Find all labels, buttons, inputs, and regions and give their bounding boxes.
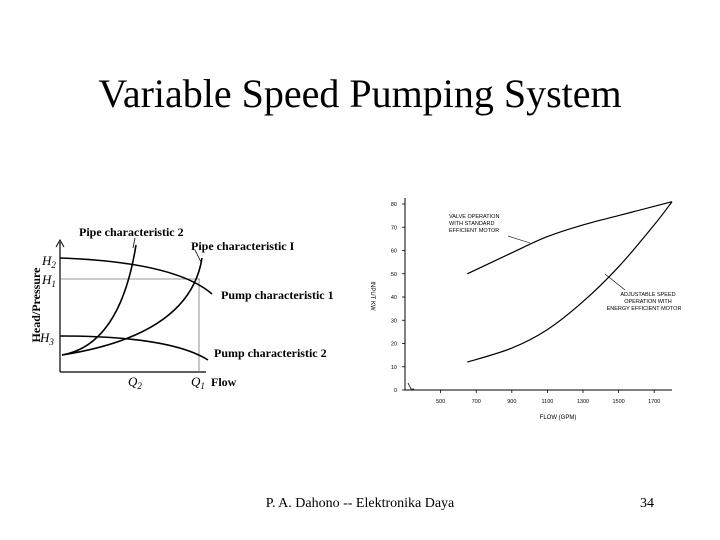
annotation-adjustable-pointer xyxy=(604,273,626,291)
pump-characteristic-1-curve xyxy=(59,257,213,295)
chart-x-tick-label: 500 xyxy=(436,399,445,405)
pointer-pipe2 xyxy=(132,237,136,249)
chart-x-tick-label: 1100 xyxy=(541,399,553,405)
annotation-adjustable-line-3: ENERGY EFFICIENT MOTOR xyxy=(607,306,682,312)
pipe-characteristic-2-curve xyxy=(61,244,137,356)
label-pump-characteristic-1: Pump characteristic 1 xyxy=(221,288,334,302)
chart-x-tick-label: 900 xyxy=(507,399,516,405)
annotation-valve-line-2: WITH STANDARD xyxy=(449,221,494,227)
pipe-characteristic-1-curve xyxy=(61,257,203,356)
chart-x-tick-label: 700 xyxy=(472,399,481,405)
tick-h1: H1 xyxy=(41,272,56,289)
footer-author: P. A. Dahono -- Elektronika Daya xyxy=(265,496,455,511)
pointer-pipe1 xyxy=(194,249,202,263)
chart-axis-break xyxy=(407,382,414,390)
chart-y-tick-label: 40 xyxy=(391,295,397,301)
chart-x-tick-label: 1700 xyxy=(648,399,660,405)
tick-q2: Q2 xyxy=(128,374,142,391)
annotation-valve-line-3: EFFICIENT MOTOR xyxy=(449,228,499,234)
chart-ylabel: INPUT KW xyxy=(369,281,375,311)
chart-y-tick-label: 0 xyxy=(394,388,397,394)
chart-x-tick-label: 1300 xyxy=(577,399,589,405)
label-pipe-characteristic-2: Pipe characteristic 2 xyxy=(79,225,184,239)
chart-y-tick-label: 70 xyxy=(391,225,397,231)
tick-q1: Q1 xyxy=(191,374,205,391)
chart-y-tick-label: 10 xyxy=(391,365,397,371)
tick-h3: H3 xyxy=(39,330,54,347)
pump-characteristic-2-curve xyxy=(59,335,209,361)
chart-y-tick-label: 30 xyxy=(391,318,397,324)
left-y-axis-arrow xyxy=(55,238,65,248)
left-y-axis-label: Head/Pressure xyxy=(29,267,43,343)
chart-y-tick-label: 50 xyxy=(391,272,397,278)
tick-h2: H2 xyxy=(41,253,56,270)
slide-title: Variable Speed Pumping System xyxy=(98,71,622,116)
label-pump-characteristic-2: Pump characteristic 2 xyxy=(214,346,327,360)
annotation-adjustable-line-2: OPERATION WITH xyxy=(624,299,672,305)
chart-x-tick-label: 1500 xyxy=(612,399,624,405)
series-valve-operation-line xyxy=(467,201,673,275)
chart-y-tick-label: 60 xyxy=(391,249,397,255)
page-number: 34 xyxy=(640,496,654,511)
annotation-adjustable-line-1: ADJUSTABLE SPEED xyxy=(620,292,675,298)
chart-y-tick-label: 80 xyxy=(391,202,397,208)
annotation-valve-pointer xyxy=(507,235,531,244)
left-x-axis-label: Flow xyxy=(211,375,237,389)
label-pipe-characteristic-1: Pipe characteristic I xyxy=(191,239,295,253)
chart-y-tick-label: 20 xyxy=(391,342,397,348)
series-adjustable-speed-line xyxy=(467,201,673,363)
annotation-valve-line-1: VALVE OPERATION xyxy=(449,214,499,220)
chart-xlabel: FLOW (GPM) xyxy=(540,415,577,421)
